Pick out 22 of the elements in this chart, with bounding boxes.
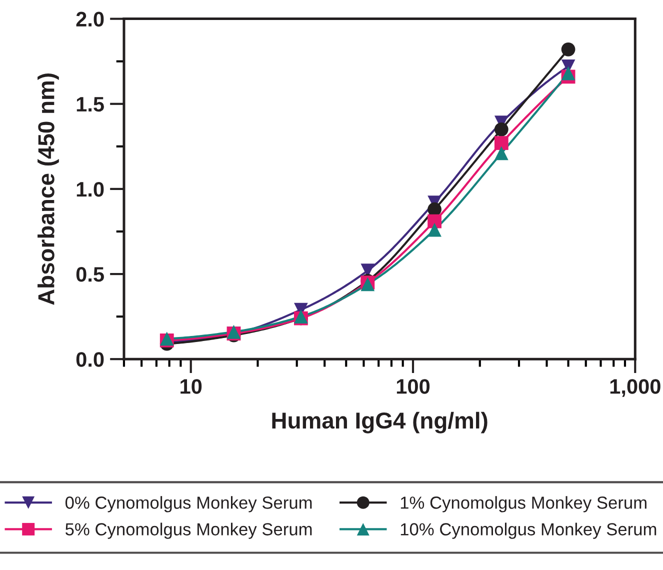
legend-label: 0% Cynomolgus Monkey Serum [65, 496, 312, 512]
point [561, 66, 576, 80]
point [561, 42, 576, 56]
legend-label: 10% Cynomolgus Monkey Serum [400, 522, 656, 539]
x-tick-label: 100 [396, 379, 430, 394]
point [494, 136, 508, 150]
point [494, 122, 508, 136]
y-tick-label: 2.0 [76, 12, 104, 27]
legend-label: 5% Cynomolgus Monkey Serum [66, 522, 312, 539]
y-tick-label: 0.5 [76, 267, 104, 282]
x-tick-label: 1,000 [610, 379, 660, 397]
x-axis-title: Human IgG4 (ng/ml) [272, 412, 488, 434]
point [428, 202, 442, 216]
point [428, 214, 442, 228]
y-axis-title: Absorbance (450 nm) [38, 74, 59, 305]
point [494, 146, 508, 160]
y-tick-label: 1.5 [76, 97, 104, 112]
y-tick-label: 1.0 [76, 182, 104, 197]
x-tick-label: 10 [180, 379, 202, 394]
point [428, 222, 442, 237]
legend-label: 1% Cynomolgus Monkey Serum [400, 496, 646, 512]
y-tick-label: 0.0 [76, 352, 104, 367]
